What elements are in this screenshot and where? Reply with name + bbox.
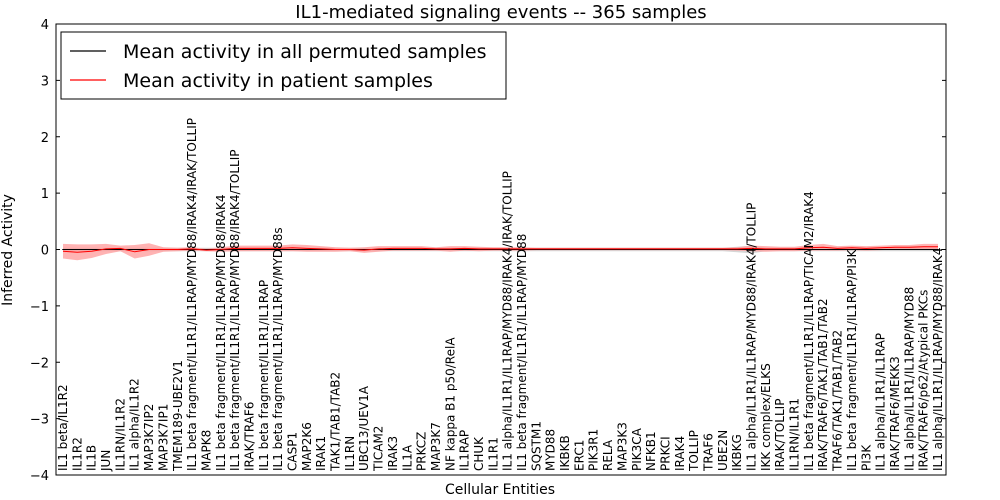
entity-label: PRKCI: [659, 436, 673, 471]
entity-label: IRAK/TOLLIP: [773, 399, 787, 471]
entity-label: IRAK4: [673, 436, 687, 471]
entity-label: NFKB1: [644, 431, 658, 471]
y-axis: −4 −3 −2 −1 0 1 2 3 4: [30, 18, 946, 484]
patient-band: [63, 243, 938, 261]
entity-label: JUN: [99, 450, 113, 472]
entity-label: IL1 alpha/IL1R1/IL1RAP/MYD88/IRAK4/IRAK/…: [501, 171, 515, 471]
entity-label: MAP3K7IP2: [142, 404, 156, 471]
entity-label: IL1 beta fragment/IL1R1/IL1RAP/MYD88: [515, 234, 529, 471]
entity-label: IL1 alpha/IL1R1/IL1RAP/MYD88/IRAK4/TOLLI…: [745, 203, 759, 471]
entity-label: IL1 beta fragment/IL1R1/IL1RAP/MYD88/IRA…: [228, 150, 242, 471]
legend-label-patient: Mean activity in patient samples: [123, 70, 433, 92]
entity-label: IL1 beta fragment/IL1R1/IL1RAP: [257, 280, 271, 471]
entity-label: IL1RAP: [458, 430, 472, 471]
y-tick-label: −1: [30, 300, 49, 315]
legend-label-permuted: Mean activity in all permuted samples: [123, 41, 486, 63]
chart-title: IL1-mediated signaling events -- 365 sam…: [295, 2, 706, 23]
entity-label: SQSTM1: [529, 421, 543, 471]
entity-label: IRAK/TRAF6/MEKK3: [888, 356, 902, 471]
patient-mean-line: [62, 246, 938, 253]
entity-label: IL1 beta fragment/IL1R1/IL1RAP/MYD88s: [271, 227, 285, 471]
entity-label: TMEM189-UBE2V1: [171, 360, 185, 472]
y-tick-label: −2: [30, 356, 49, 371]
x-axis-label: Cellular Entities: [445, 482, 555, 498]
entity-label: IL1R1: [486, 437, 500, 471]
y-tick-label: 3: [41, 74, 49, 89]
entity-label: PIK3R1: [587, 429, 601, 471]
y-tick-label: 2: [41, 131, 49, 146]
y-tick-label: 0: [41, 244, 49, 259]
entity-label: IL1RN: [343, 436, 357, 471]
entity-label: IRAK/TRAF6: [243, 402, 257, 471]
entity-label: CHUK: [472, 436, 486, 471]
entity-label: IL1RN/IL1R1: [788, 398, 802, 471]
entity-label: PRKCZ: [415, 432, 429, 471]
entity-label: IKBKG: [730, 434, 744, 471]
entity-label: MAP3K3: [615, 422, 629, 471]
entity-label: IL1 alpha/IL1R2: [128, 378, 142, 471]
entity-label: MAP3K7: [429, 422, 443, 471]
entity-label: MAPK8: [199, 430, 213, 471]
entity-label: PIK3CA: [630, 427, 644, 471]
entity-label: IL1 alpha/IL1R1/IL1RAP/MYD88/IRAK4: [931, 248, 945, 471]
entity-label: IL1 beta fragment/IL1R1/IL1RAP/TICAM2/IR…: [802, 191, 816, 471]
entity-label: UBE2N: [716, 430, 730, 471]
entity-label: MAP3K7IP1: [156, 404, 170, 471]
entity-label: TICAM2: [372, 426, 386, 472]
y-tick-label: 4: [41, 18, 49, 33]
entity-label: UBC13/UEV1A: [357, 385, 371, 471]
entity-label: IL1 beta/IL1R2: [56, 384, 70, 471]
legend: Mean activity in all permuted samples Me…: [60, 31, 507, 100]
legend-box: [60, 31, 507, 100]
entity-label: IRAK/TRAF6/p62/Atypical PKCs: [917, 290, 931, 471]
entity-label: TRAF6/TAK1/TAB1/TAB2: [831, 330, 845, 472]
entity-label: ERC1: [572, 440, 586, 471]
entity-label: IL1R2: [70, 437, 84, 471]
entity-label: MYD88: [544, 429, 558, 471]
entity-label: IRAK3: [386, 436, 400, 471]
entity-label: IL1RN/IL1R2: [113, 398, 127, 471]
y-tick-label: 1: [41, 187, 49, 202]
entity-label: NF kappa B1 p50/RelA: [443, 337, 457, 471]
entity-label: CASP1: [286, 432, 300, 471]
y-axis-label: Inferred Activity: [0, 194, 16, 306]
entity-label: IL1A: [400, 444, 414, 471]
entity-label: TAK1/TAB1/TAB2: [329, 372, 343, 472]
entity-label: IL1 beta fragment/IL1R1/IL1RAP/MYD88/IRA…: [185, 118, 199, 471]
entity-label: RELA: [601, 439, 615, 471]
entity-label: IL1 alpha/IL1R1/IL1RAP: [874, 333, 888, 471]
entity-label: IKK complex/ELKS: [759, 363, 773, 471]
entity-label: TRAF6: [702, 433, 716, 472]
entity-label: MAP2K6: [300, 422, 314, 471]
y-tick-label: −3: [30, 413, 49, 428]
y-tick-label: −4: [30, 469, 49, 484]
entity-label: IL1 beta fragment/IL1R1/IL1RAP/PI3K: [845, 248, 859, 471]
entity-label: IRAK/TRAF6/TAK1/TAB1/TAB2: [816, 298, 830, 471]
entity-label: IL1 beta fragment/IL1R1/IL1RAP/MYD88/IRA…: [214, 194, 228, 471]
entity-label: IKBKB: [558, 435, 572, 471]
entity-label: IRAK1: [314, 436, 328, 471]
entity-label: PI3K: [859, 444, 873, 471]
entity-label: IL1 alpha/IL1R1/IL1RAP/MYD88: [902, 287, 916, 471]
entity-label: IL1B: [85, 445, 99, 471]
entity-label: TOLLIP: [687, 430, 701, 472]
